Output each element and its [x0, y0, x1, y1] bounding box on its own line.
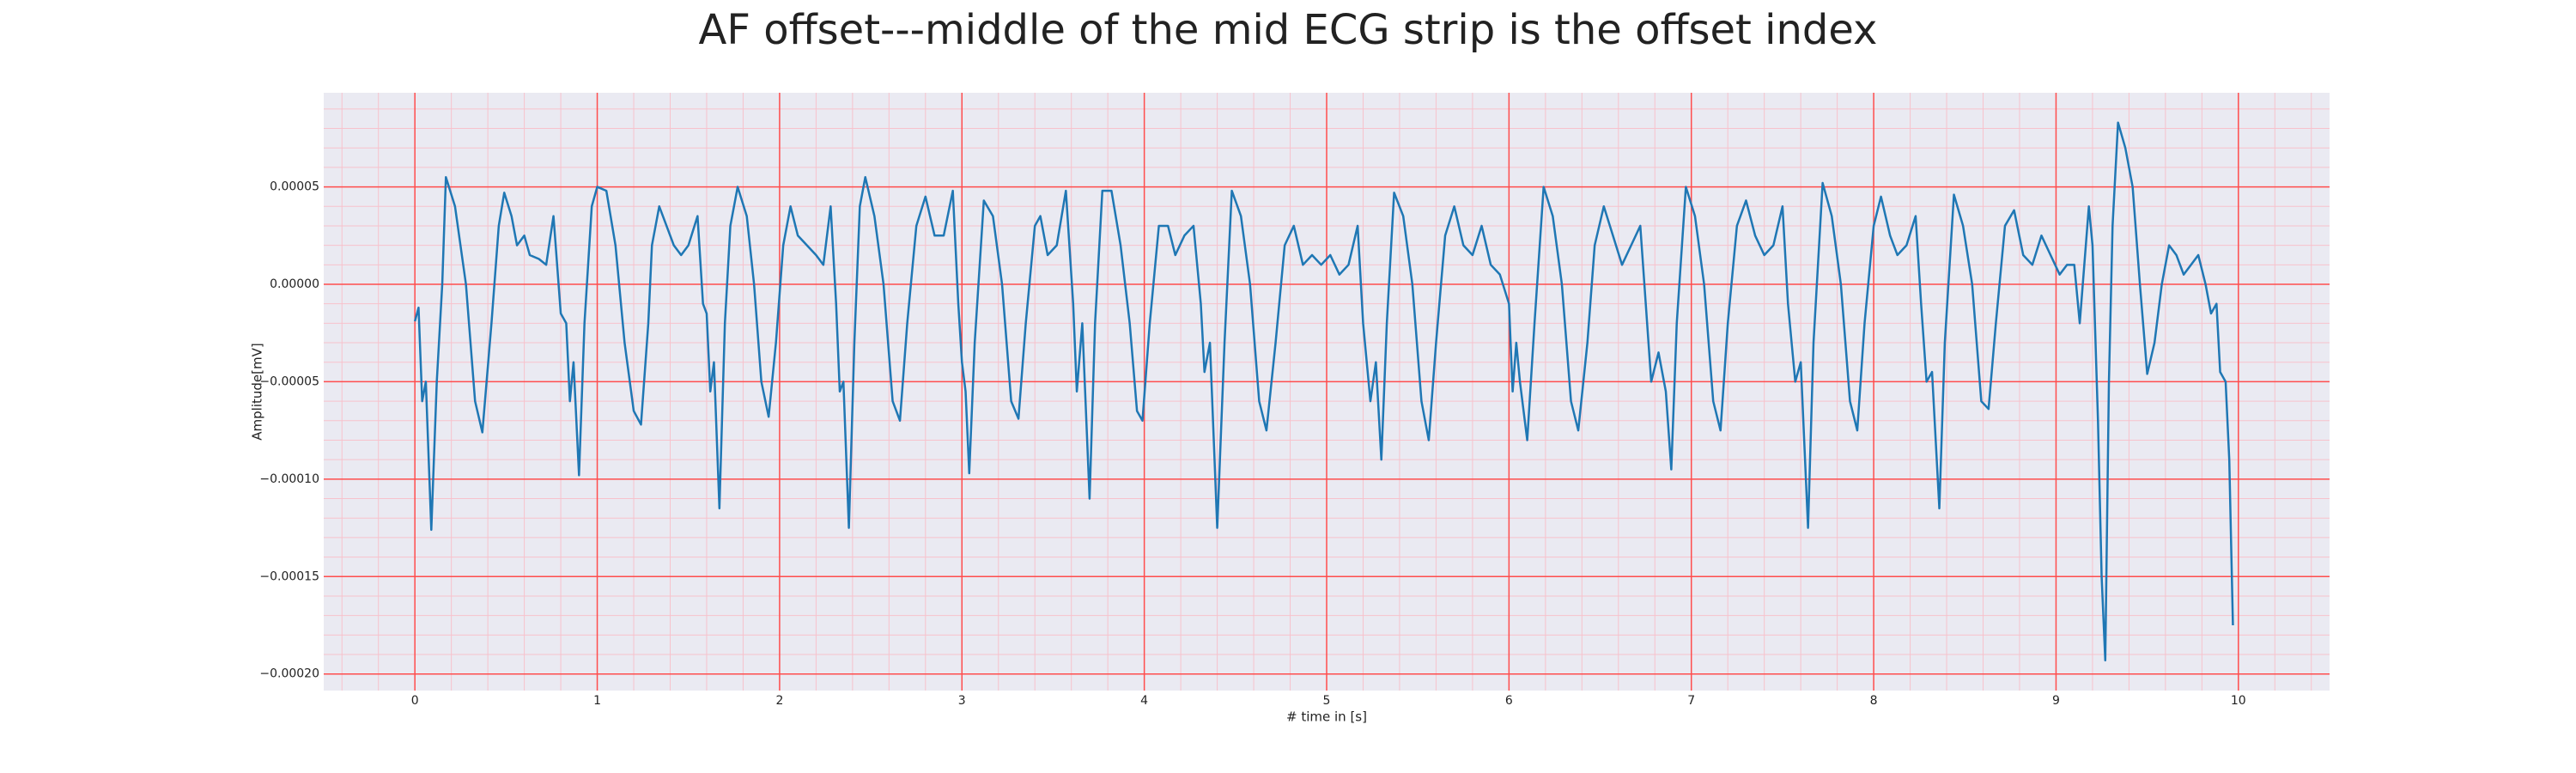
x-tick-label: 9	[2052, 694, 2060, 708]
x-tick-label: 6	[1505, 694, 1513, 708]
x-tick-label: 2	[775, 694, 783, 708]
x-tick-label: 1	[593, 694, 601, 708]
x-tick-label: 3	[958, 694, 966, 708]
y-tick-label: −0.00015	[259, 569, 319, 583]
y-tick-label: −0.00010	[259, 472, 319, 486]
chart-title: AF offset---middle of the mid ECG strip …	[699, 6, 1878, 54]
x-tick-label: 7	[1687, 694, 1695, 708]
x-axis-label: # time in [s]	[1286, 709, 1367, 725]
x-tick-label: 4	[1140, 694, 1148, 708]
y-axis-label: Amplitude[mV]	[250, 343, 265, 440]
ecg-line	[413, 121, 2234, 662]
y-tick-label: −0.00005	[259, 374, 319, 388]
x-tick-label: 8	[1870, 694, 1878, 708]
y-tick-label: 0.00000	[270, 277, 319, 291]
y-tick-label: −0.00020	[259, 667, 319, 681]
x-tick-label: 0	[411, 694, 419, 708]
y-tick-label: 0.00005	[270, 180, 319, 194]
x-tick-label: 5	[1323, 694, 1331, 708]
x-tick-label: 10	[2231, 694, 2246, 708]
